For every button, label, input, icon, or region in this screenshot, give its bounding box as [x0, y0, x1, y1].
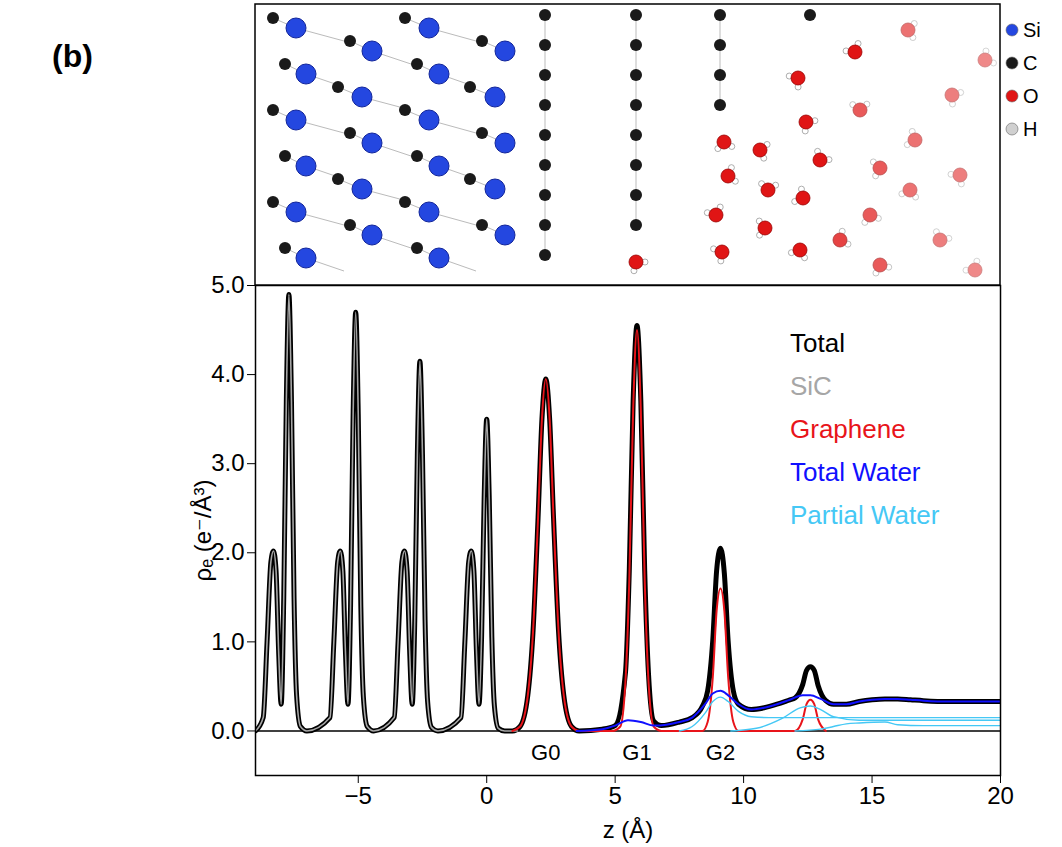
svg-text:G1: G1 — [622, 740, 651, 765]
svg-text:1.0: 1.0 — [211, 628, 244, 655]
html-text:(b): (b) — [52, 38, 93, 74]
svg-text:4.0: 4.0 — [211, 360, 244, 387]
svg-text:3.0: 3.0 — [211, 449, 244, 476]
svg-text:H: H — [1023, 118, 1037, 140]
svg-text:15: 15 — [859, 782, 886, 809]
svg-text:O: O — [1023, 85, 1039, 107]
svg-text:0: 0 — [480, 782, 493, 809]
svg-text:10: 10 — [730, 782, 757, 809]
svg-text:20: 20 — [987, 782, 1014, 809]
svg-text:5: 5 — [608, 782, 621, 809]
html-text:Graphene: Graphene — [790, 414, 906, 444]
svg-text:2.0: 2.0 — [211, 538, 244, 565]
svg-text:G3: G3 — [796, 740, 825, 765]
svg-text:G2: G2 — [706, 740, 735, 765]
html-text:SiC: SiC — [790, 371, 832, 401]
svg-text:z (Å): z (Å) — [603, 816, 654, 843]
svg-text:G0: G0 — [531, 740, 560, 765]
svg-text:0.0: 0.0 — [211, 717, 244, 744]
html-text:Total Water: Total Water — [790, 457, 921, 487]
svg-text:5.0: 5.0 — [211, 271, 244, 298]
svg-text:−5: −5 — [345, 782, 372, 809]
svg-text:Si: Si — [1023, 19, 1041, 41]
svg-text:ρₑ (e⁻/Å³): ρₑ (e⁻/Å³) — [189, 480, 216, 582]
html-text:Partial Water: Partial Water — [790, 500, 940, 530]
svg-text:C: C — [1023, 52, 1037, 74]
html-text:Total: Total — [790, 328, 845, 358]
